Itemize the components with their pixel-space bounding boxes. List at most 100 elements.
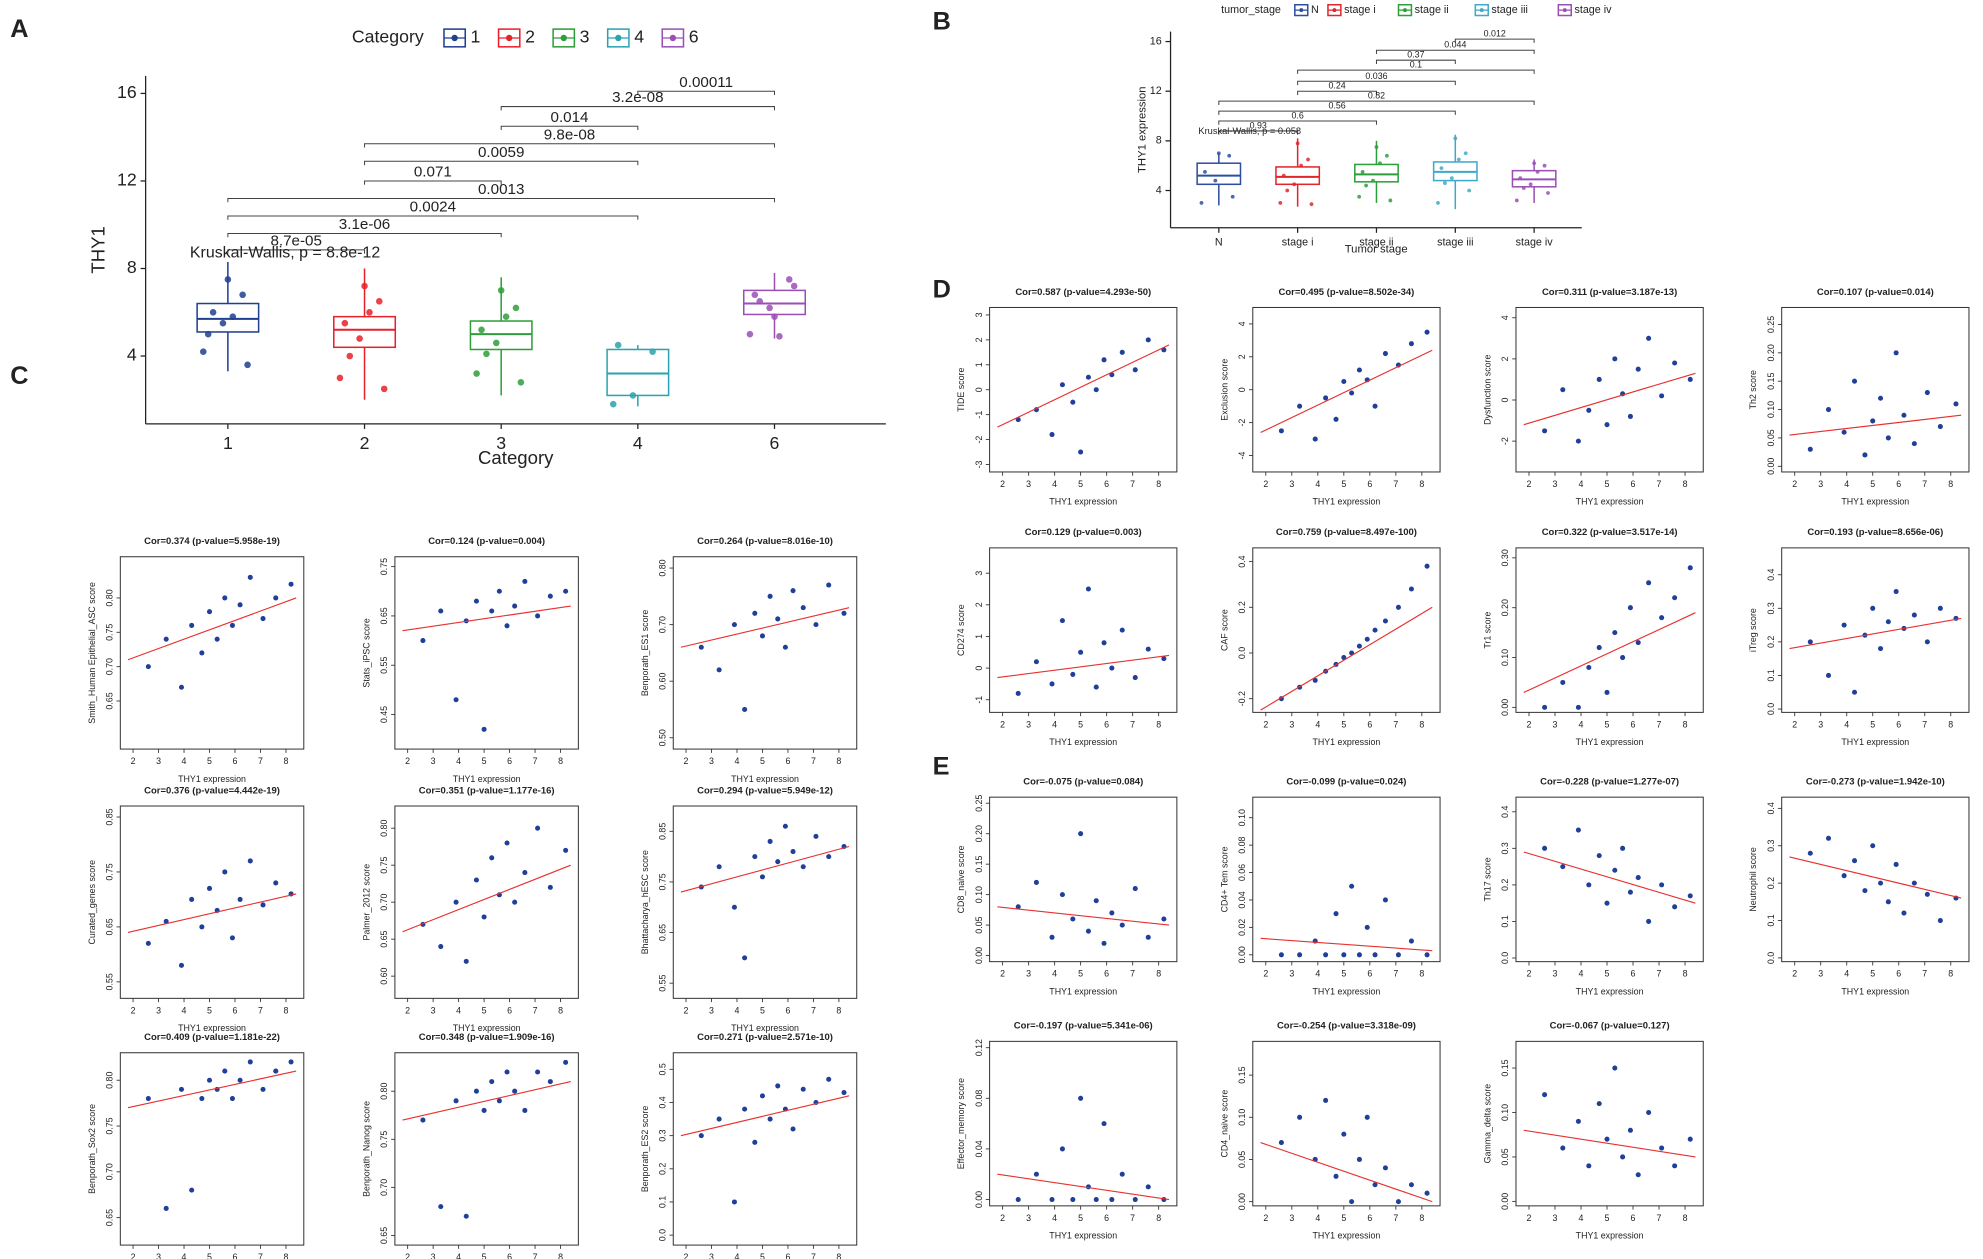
y-tick-label: 0.85	[657, 823, 667, 840]
y-axis-title: CD4_naive score	[1219, 1090, 1229, 1158]
x-tick-label: 7	[811, 756, 816, 766]
point	[1659, 882, 1665, 888]
legend-key-dot	[1562, 8, 1567, 13]
point	[237, 602, 243, 608]
plot-frame	[1252, 306, 1441, 473]
y-tick-label: 0.85	[105, 808, 115, 825]
point	[751, 291, 759, 299]
y-tick-label: 0.04	[1237, 891, 1247, 908]
x-tick-label: 7	[1657, 969, 1662, 979]
bracket	[1218, 100, 1535, 105]
bracket	[364, 180, 502, 185]
x-axis-title: THY1 expression	[1576, 497, 1644, 507]
point	[841, 610, 847, 616]
x-tick-label: 3	[709, 756, 714, 766]
y-tick-label: 0.0	[1766, 703, 1776, 715]
point	[1333, 1173, 1339, 1179]
chart-title: Cor=0.322 (p-value=3.517e-14)	[1542, 527, 1678, 538]
point	[1937, 917, 1943, 924]
legend-key-dot	[1332, 8, 1337, 13]
point	[273, 595, 279, 601]
point	[463, 1213, 469, 1219]
y-tick-label: 0.1	[657, 1196, 667, 1208]
point	[790, 1126, 796, 1132]
y-tick-label: 0.30	[1500, 549, 1510, 566]
x-tick-label: 5	[1341, 1213, 1346, 1223]
point	[1560, 679, 1566, 686]
x-tick-label: 5	[1605, 969, 1610, 979]
y-tick-label: 0.25	[974, 795, 984, 812]
x-axis-title: THY1 expression	[1049, 1231, 1117, 1241]
x-tick-label: 7	[1393, 1213, 1398, 1223]
point	[775, 1083, 781, 1089]
point	[1659, 1145, 1665, 1151]
point	[1278, 952, 1284, 958]
point	[1870, 605, 1876, 611]
trend-line	[127, 893, 297, 933]
point	[239, 291, 246, 299]
y-tick-label: 0.10	[1500, 649, 1510, 666]
x-axis-title: THY1 expression	[1841, 497, 1909, 507]
point	[1604, 422, 1610, 428]
x-tick-label: 4	[1052, 479, 1057, 489]
x-tick-label: 8	[283, 756, 288, 766]
point	[1687, 1136, 1693, 1142]
point	[1161, 916, 1167, 922]
plot-frame	[394, 805, 579, 999]
y-tick-label: 0.70	[105, 1163, 115, 1180]
point	[782, 823, 788, 829]
point	[1627, 413, 1633, 419]
x-tick-label: 8	[1683, 969, 1688, 979]
point	[1341, 378, 1347, 385]
x-tick-label: 5	[1341, 719, 1346, 729]
x-tick-label: 5	[1341, 479, 1346, 489]
x-tick-label: 2	[405, 756, 410, 766]
y-tick-label: 0	[974, 666, 984, 671]
point	[1453, 136, 1458, 141]
point	[1230, 194, 1235, 199]
bracket-label: 0.044	[1444, 40, 1466, 50]
point	[1841, 873, 1847, 879]
trend-line	[127, 1070, 297, 1109]
x-tick-label: 2	[1527, 479, 1532, 489]
point	[1371, 178, 1375, 183]
point	[1575, 1118, 1581, 1124]
x-tick-label: 4	[1579, 1213, 1584, 1223]
x-tick-label: 8	[1419, 719, 1424, 729]
bracket-label: 3.2e-08	[612, 89, 663, 106]
point	[1278, 428, 1284, 434]
x-tick-label: 4	[456, 756, 461, 766]
point	[496, 588, 502, 594]
point	[1841, 429, 1847, 435]
point	[1841, 622, 1847, 628]
x-tick-label: 7	[1657, 719, 1662, 729]
point	[1586, 407, 1592, 413]
y-tick-label: 0.80	[105, 589, 115, 606]
y-tick-label: 0.80	[379, 820, 389, 837]
point	[1078, 649, 1084, 655]
chart-title: Cor=-0.099 (p-value=0.024)	[1286, 776, 1406, 787]
y-tick-label: 0.70	[657, 616, 667, 633]
plot-frame	[1515, 306, 1704, 473]
point	[1893, 588, 1899, 595]
plot-frame	[394, 1052, 579, 1246]
x-tick-label: 7	[1922, 969, 1927, 979]
point	[1575, 704, 1581, 710]
point	[1560, 387, 1566, 393]
y-tick-label: 0.15	[1237, 1066, 1247, 1083]
point	[1901, 412, 1907, 418]
y-tick-label: 0.2	[1766, 877, 1776, 889]
bracket-label: 0.1	[1410, 60, 1422, 70]
x-tick-label: 2	[131, 1005, 136, 1015]
y-tick-label: 0.5	[657, 1063, 667, 1075]
plot-frame	[989, 306, 1178, 473]
y-tick-label: 1	[974, 362, 984, 367]
y-axis-title: Neutrophil score	[1748, 847, 1758, 911]
x-tick-label: 8	[1948, 719, 1953, 729]
chart-title: Cor=0.124 (p-value=0.004)	[428, 536, 545, 547]
point	[1357, 194, 1362, 199]
point	[356, 335, 363, 342]
plot-frame	[989, 547, 1178, 713]
point	[438, 608, 444, 614]
point	[800, 605, 806, 611]
